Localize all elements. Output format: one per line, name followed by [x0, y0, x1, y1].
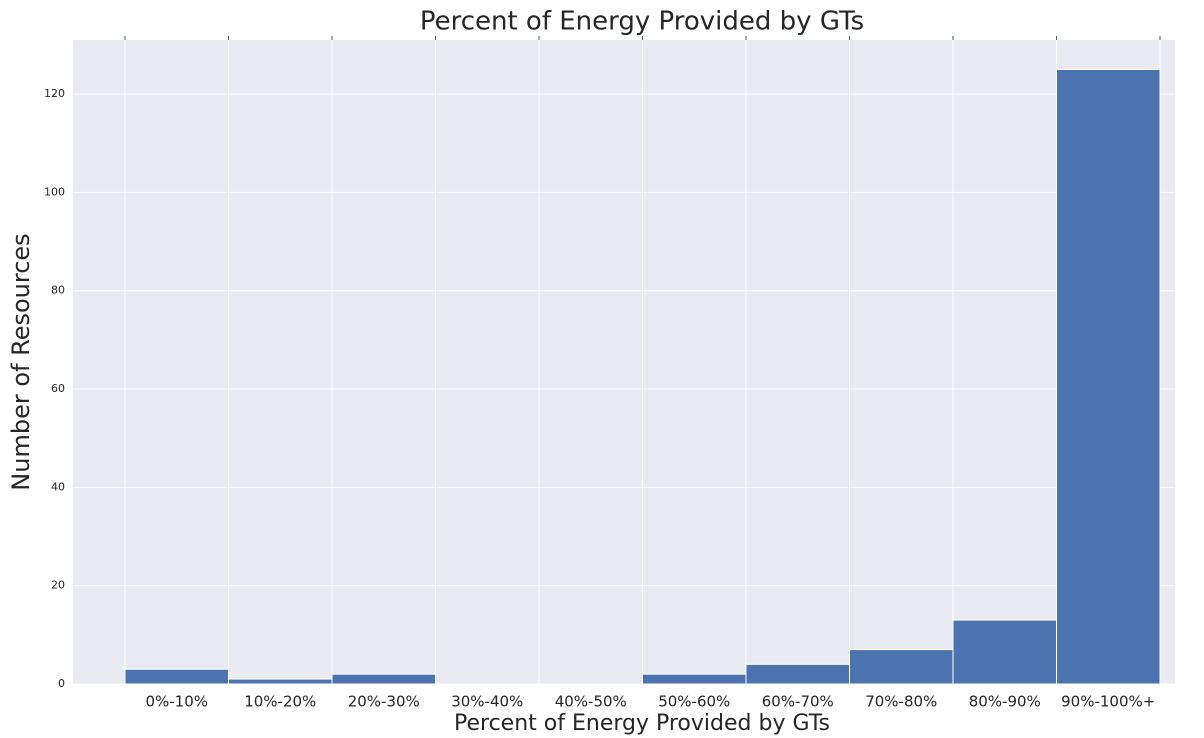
bar [849, 649, 954, 685]
bar [331, 673, 436, 685]
bar [1056, 68, 1161, 685]
y-tick-label: 80 [51, 284, 65, 297]
grid [73, 36, 1175, 685]
x-tick-label: 80%-90% [969, 693, 1041, 711]
bar [124, 668, 229, 685]
y-tick-label: 40 [51, 480, 65, 493]
y-tick-label: 100 [44, 185, 65, 198]
bars [124, 68, 1161, 685]
x-tick-label: 40%-50% [555, 693, 627, 711]
y-tick-label: 20 [51, 579, 65, 592]
bar [952, 619, 1057, 685]
y-tick-label: 60 [51, 382, 65, 395]
y-axis-label: Number of Resources [7, 233, 35, 490]
bar [642, 673, 747, 685]
chart-title: Percent of Energy Provided by GTs [420, 7, 864, 37]
x-tick-label: 30%-40% [451, 693, 523, 711]
x-tick-label: 10%-20% [244, 693, 316, 711]
x-tick-label: 70%-80% [865, 693, 937, 711]
y-tick-label: 0 [58, 677, 65, 690]
plot-background [73, 40, 1175, 684]
bar [228, 678, 333, 685]
x-tick-label: 0%-10% [145, 693, 208, 711]
bar [745, 663, 850, 685]
x-tick-label: 50%-60% [658, 693, 730, 711]
x-tick-label: 60%-70% [762, 693, 834, 711]
y-tick-label: 120 [44, 87, 65, 100]
x-axis-label: Percent of Energy Provided by GTs [454, 711, 830, 736]
x-tick-label: 20%-30% [348, 693, 420, 711]
x-tick-label: 90%-100%+ [1061, 693, 1155, 711]
